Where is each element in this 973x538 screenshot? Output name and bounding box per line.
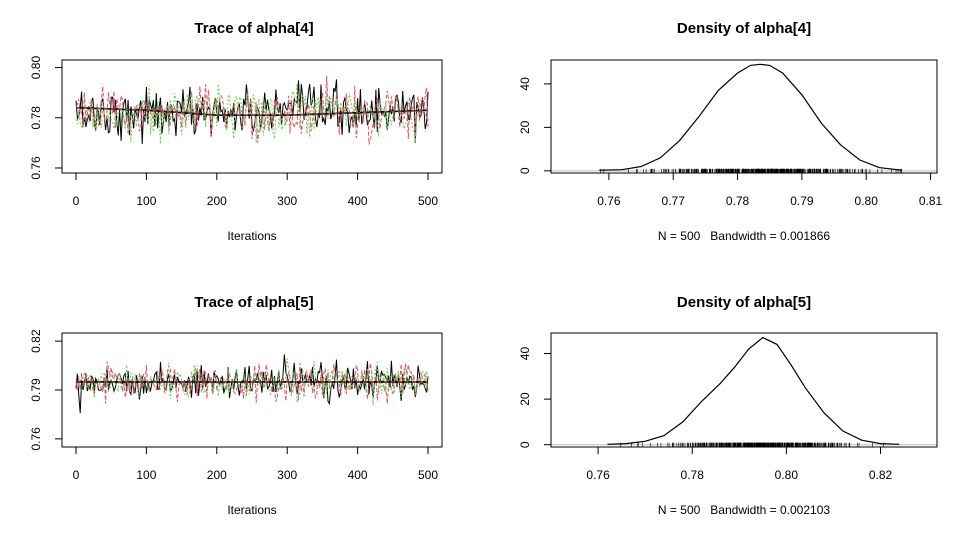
y-tick-label: 0.76 — [29, 156, 43, 180]
x-tick-label: 0.77 — [662, 194, 686, 208]
x-tick-label: 300 — [277, 468, 297, 482]
panel-title: Trace of alpha[5] — [194, 294, 313, 311]
x-axis-label: N = 500 Bandwidth = 0.001866 — [658, 229, 830, 243]
x-tick-label: 300 — [277, 194, 297, 208]
y-tick-label: 40 — [518, 347, 532, 361]
x-tick-label: 200 — [207, 194, 227, 208]
x-tick-label: 100 — [136, 468, 156, 482]
x-tick-label: 0.82 — [869, 468, 893, 482]
trace-chain-2 — [75, 75, 429, 145]
x-tick-label: 0.78 — [681, 468, 705, 482]
y-tick-label: 0 — [518, 167, 532, 174]
x-tick-label: 200 — [207, 468, 227, 482]
x-axis: 0 100 200 300 400 500 — [73, 447, 438, 482]
y-axis: 0.76 0.79 0.82 — [29, 329, 62, 451]
x-axis-label: N = 500 Bandwidth = 0.002103 — [658, 503, 830, 517]
y-axis: 0.76 0.78 0.80 — [29, 56, 62, 180]
y-tick-label: 20 — [518, 120, 532, 134]
y-tick-label: 0 — [518, 441, 532, 448]
y-tick-label: 40 — [518, 77, 532, 91]
panel-trace-alpha4: Trace of alpha[4] 0 100 200 300 400 500 0.760… — [29, 20, 443, 243]
y-axis: 0 20 40 — [518, 347, 551, 448]
x-tick-label: 0.79 — [790, 194, 814, 208]
panel-title: Trace of alpha[4] — [194, 20, 313, 37]
trace-chain-3 — [75, 358, 429, 406]
rug-marks — [619, 442, 884, 447]
x-tick-label: 0 — [73, 194, 80, 208]
x-axis-label: Iterations — [227, 503, 276, 517]
panel-density-alpha4: Density of alpha[4] 0.76 0.77 0.78 0.79 0.80… — [518, 20, 943, 243]
x-tick-label: 400 — [348, 194, 368, 208]
x-tick-label: 0.78 — [726, 194, 750, 208]
y-tick-label: 0.82 — [29, 329, 43, 353]
x-tick-label: 500 — [418, 194, 438, 208]
plot-frame — [550, 59, 938, 174]
y-tick-label: 0.78 — [29, 106, 43, 130]
x-axis: 0 100 200 300 400 500 — [73, 173, 438, 208]
trace-smooth-line-red — [75, 107, 429, 116]
x-tick-label: 100 — [136, 194, 156, 208]
y-tick-label: 0.76 — [29, 427, 43, 451]
density-curve — [599, 63, 902, 171]
y-tick-label: 0.79 — [29, 378, 43, 402]
x-axis: 0.76 0.77 0.78 0.79 0.80 0.81 — [597, 173, 943, 208]
panel-trace-alpha5: Trace of alpha[5] 0 100 200 300 400 500 0.760… — [29, 294, 443, 517]
panel-density-alpha5: Density of alpha[5] 0.76 0.78 0.80 0.82 0 20… — [518, 294, 938, 517]
x-axis-label: Iterations — [227, 229, 276, 243]
x-tick-label: 0.80 — [775, 468, 799, 482]
panel-title: Density of alpha[4] — [677, 20, 811, 37]
plot-frame — [61, 59, 443, 174]
x-tick-label: 0.80 — [855, 194, 879, 208]
x-tick-label: 0.76 — [597, 194, 621, 208]
x-tick-label: 0.76 — [586, 468, 610, 482]
y-tick-label: 20 — [518, 392, 532, 406]
panel-title: Density of alpha[5] — [677, 294, 811, 311]
density-curve — [607, 336, 900, 445]
x-axis: 0.76 0.78 0.80 0.82 — [586, 447, 893, 482]
rug-marks — [600, 168, 902, 173]
plot-frame — [550, 332, 938, 448]
x-tick-label: 400 — [348, 468, 368, 482]
y-tick-label: 0.80 — [29, 56, 43, 80]
x-tick-label: 0 — [73, 468, 80, 482]
x-tick-label: 500 — [418, 468, 438, 482]
x-tick-label: 0.81 — [919, 194, 943, 208]
y-axis: 0 20 40 — [518, 77, 551, 174]
